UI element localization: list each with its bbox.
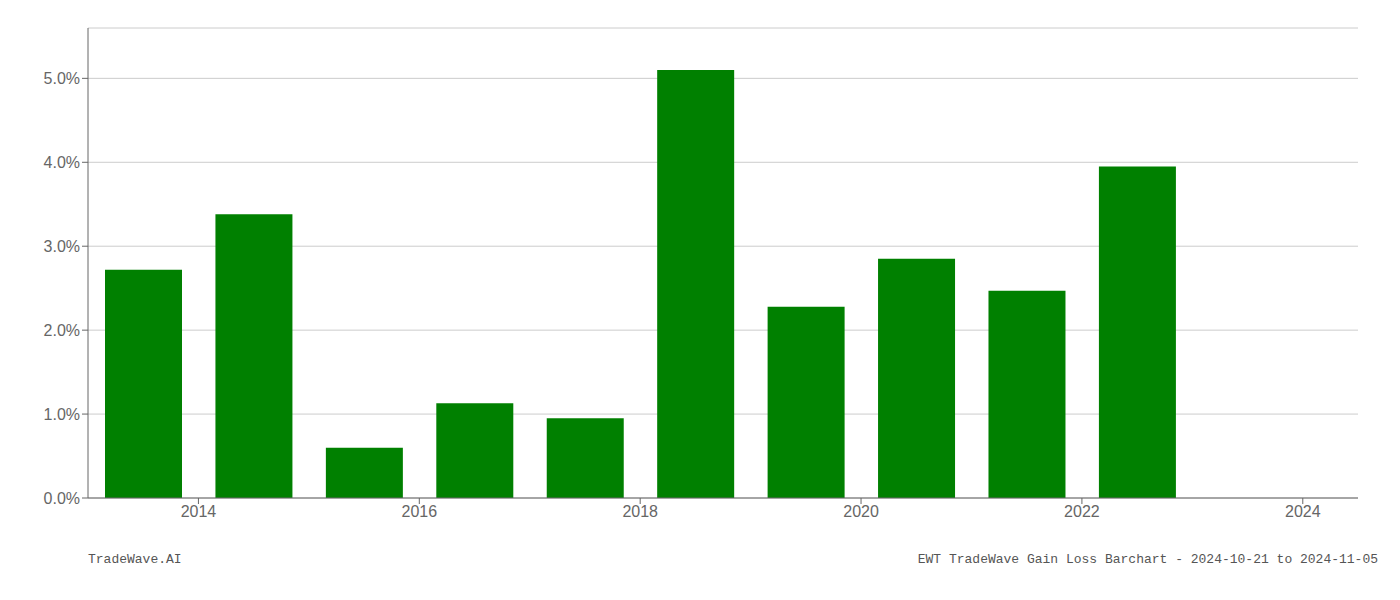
svg-text:0.0%: 0.0% bbox=[44, 490, 80, 507]
svg-text:4.0%: 4.0% bbox=[44, 154, 80, 171]
svg-text:2016: 2016 bbox=[402, 503, 438, 520]
svg-text:1.0%: 1.0% bbox=[44, 406, 80, 423]
svg-text:2.0%: 2.0% bbox=[44, 322, 80, 339]
svg-text:3.0%: 3.0% bbox=[44, 238, 80, 255]
svg-text:2022: 2022 bbox=[1064, 503, 1100, 520]
html-text:TradeWave.AI: TradeWave.AI bbox=[88, 552, 182, 567]
svg-text:2018: 2018 bbox=[622, 503, 658, 520]
svg-text:2024: 2024 bbox=[1285, 503, 1321, 520]
svg-text:5.0%: 5.0% bbox=[44, 70, 80, 87]
svg-text:2020: 2020 bbox=[843, 503, 879, 520]
svg-text:2014: 2014 bbox=[181, 503, 217, 520]
html-text:EWT TradeWave Gain Loss Barcha: EWT TradeWave Gain Loss Barchart - 2024-… bbox=[917, 552, 1378, 567]
